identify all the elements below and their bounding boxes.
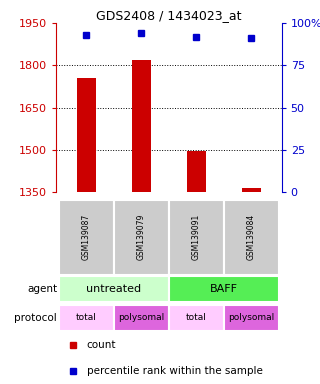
- Text: count: count: [87, 340, 116, 350]
- Bar: [187, 151, 206, 192]
- Text: percentile rank within the sample: percentile rank within the sample: [87, 366, 263, 376]
- Text: GSM139079: GSM139079: [137, 214, 146, 260]
- Bar: [169, 305, 224, 331]
- Bar: [59, 305, 114, 331]
- Bar: [76, 78, 96, 192]
- Bar: [224, 200, 279, 275]
- Text: protocol: protocol: [14, 313, 57, 323]
- Text: polysomal: polysomal: [228, 313, 275, 322]
- Text: GSM139087: GSM139087: [82, 214, 91, 260]
- Text: total: total: [186, 313, 207, 322]
- Bar: [169, 276, 279, 302]
- Bar: [59, 276, 169, 302]
- Bar: [114, 200, 169, 275]
- Bar: [242, 188, 261, 192]
- Text: GSM139084: GSM139084: [247, 214, 256, 260]
- Title: GDS2408 / 1434023_at: GDS2408 / 1434023_at: [96, 9, 242, 22]
- Text: polysomal: polysomal: [118, 313, 164, 322]
- Text: GSM139091: GSM139091: [192, 214, 201, 260]
- Text: BAFF: BAFF: [210, 284, 238, 294]
- Text: untreated: untreated: [86, 284, 141, 294]
- Bar: [59, 200, 114, 275]
- Bar: [114, 305, 169, 331]
- Bar: [169, 200, 224, 275]
- Bar: [224, 305, 279, 331]
- Text: agent: agent: [27, 284, 57, 294]
- Text: total: total: [76, 313, 97, 322]
- Bar: [132, 60, 151, 192]
